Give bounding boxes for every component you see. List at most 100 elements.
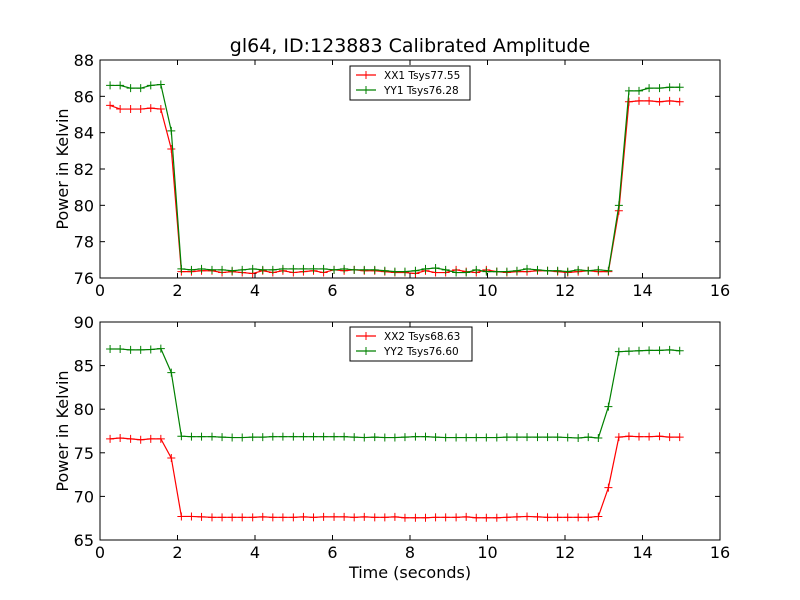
data-point [319, 264, 328, 273]
y-tick-label: 84 [74, 124, 94, 143]
data-point [350, 433, 359, 442]
y-axis-label: Power in Kelvin [53, 108, 72, 229]
x-tick-label: 0 [95, 543, 105, 562]
x-tick-label: 2 [172, 281, 182, 300]
data-point [278, 513, 287, 522]
data-point [390, 267, 399, 276]
data-point [452, 433, 461, 442]
data-point [289, 264, 298, 273]
data-point [248, 264, 257, 273]
data-point [472, 433, 481, 442]
data-point [350, 265, 359, 274]
data-point [512, 266, 521, 275]
data-point [645, 96, 654, 105]
data-point [116, 81, 125, 90]
legend-marker [362, 332, 370, 340]
data-point [431, 433, 440, 442]
data-point [635, 432, 644, 441]
data-point [258, 512, 267, 521]
data-point [645, 432, 654, 441]
data-point [441, 433, 450, 442]
data-point [248, 433, 257, 442]
x-tick-label: 12 [555, 281, 575, 300]
data-point [584, 266, 593, 275]
data-point [197, 512, 206, 521]
data-point [146, 81, 155, 90]
data-point [492, 267, 501, 276]
data-point [563, 513, 572, 522]
data-point [411, 513, 420, 522]
data-point [380, 266, 389, 275]
data-point [330, 265, 339, 274]
y-axis-label: Power in Kelvin [53, 370, 72, 491]
data-point [523, 433, 532, 442]
data-point [512, 433, 521, 442]
data-point [238, 265, 247, 274]
x-tick-label: 16 [710, 543, 730, 562]
data-point [136, 84, 145, 93]
data-point [248, 513, 257, 522]
data-point [136, 345, 145, 354]
data-point [309, 432, 318, 441]
data-point [624, 86, 633, 95]
data-point [502, 433, 511, 442]
legend-marker [362, 86, 370, 94]
data-point [106, 345, 115, 354]
data-point [360, 512, 369, 521]
legend-entry: YY1 Tsys76.28 [356, 85, 459, 97]
data-point [116, 345, 125, 354]
data-point [675, 83, 684, 92]
data-point [268, 265, 277, 274]
y-tick-label: 80 [74, 400, 94, 419]
data-point [431, 264, 440, 273]
y-tick-label: 75 [74, 444, 94, 463]
data-point [167, 368, 176, 377]
data-point [472, 513, 481, 522]
y-tick-label: 86 [74, 87, 94, 106]
data-point [268, 432, 277, 441]
legend-box [349, 65, 471, 101]
data-point [584, 433, 593, 442]
data-point [624, 97, 633, 106]
data-point [675, 433, 684, 442]
data-point [146, 345, 155, 354]
data-point [614, 433, 623, 442]
y-tick-label: 90 [74, 313, 94, 332]
data-point [319, 512, 328, 521]
data-point [289, 513, 298, 522]
data-point [574, 265, 583, 274]
chart-panel-2: 0 2 4 6 8 10 12 14 16 65 70 75 80 85 90 Power in Kelvin… [53, 313, 730, 582]
data-point [655, 84, 664, 93]
data-point [400, 267, 409, 276]
data-point [614, 347, 623, 356]
data-point [156, 344, 165, 353]
data-point [116, 433, 125, 442]
data-point [106, 81, 115, 90]
data-point [665, 96, 674, 105]
data-point [482, 267, 491, 276]
data-point [340, 432, 349, 441]
data-point [624, 347, 633, 356]
data-point [187, 265, 196, 274]
data-point [563, 267, 572, 276]
data-point [512, 512, 521, 521]
legend-label: YY2 Tsys76.60 [383, 346, 459, 358]
series-2 [106, 344, 684, 442]
data-point [523, 264, 532, 273]
data-point [177, 512, 186, 521]
legend-entry: XX1 Tsys77.55 [356, 70, 460, 82]
data-point [370, 433, 379, 442]
data-point [106, 434, 115, 443]
series-2 [106, 80, 684, 277]
data-point [421, 513, 430, 522]
x-tick-label: 10 [477, 281, 497, 300]
data-point [238, 433, 247, 442]
data-point [197, 432, 206, 441]
data-point [553, 513, 562, 522]
data-point [330, 512, 339, 521]
data-point [452, 268, 461, 277]
data-point [228, 266, 237, 275]
y-tick-label: 88 [74, 51, 94, 70]
data-point [340, 512, 349, 521]
